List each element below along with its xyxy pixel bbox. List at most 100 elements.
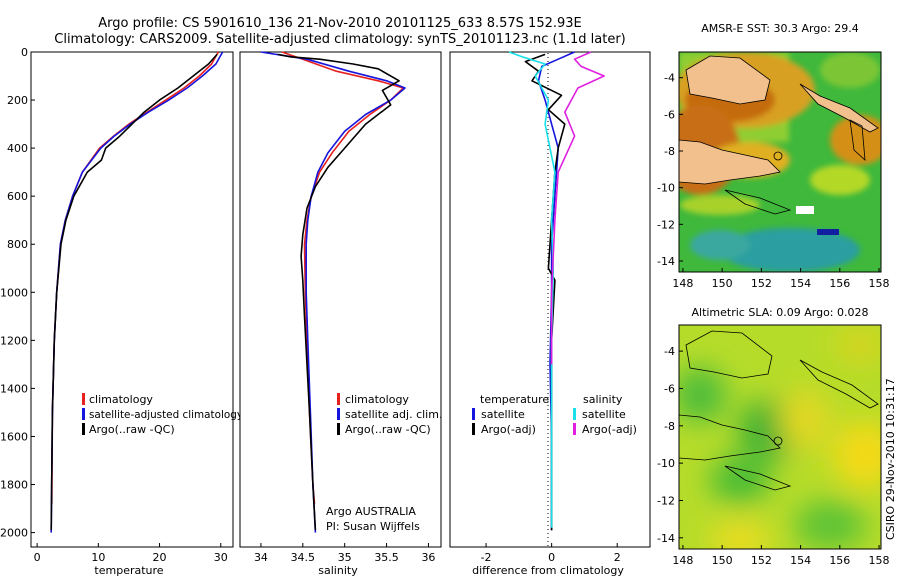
temperature-ytick-label: 200 (7, 94, 28, 107)
salinity-series-argo-raw-qc (277, 53, 400, 531)
sla-map-xtick-label: 154 (790, 554, 811, 567)
sst-map-ytick-label: -14 (657, 255, 675, 268)
temperature-series-group (50, 51, 224, 533)
sla-map-ytick-label: -14 (657, 532, 675, 545)
sst-map-ytick-label: -8 (664, 145, 675, 158)
sla-map-ytick-label: -6 (664, 382, 675, 395)
legend-label-argo: Argo(..raw -QC) (89, 423, 175, 436)
sst-land-bougainville (799, 83, 879, 133)
legend-label-satellite-adj: satellite adj. clim. (345, 408, 442, 421)
temperature-ytick-label: 0 (21, 46, 28, 59)
sla-map-ytick-label: -8 (664, 420, 675, 433)
sla-map-ytick-label: -4 (664, 345, 675, 358)
temperature-series-argo-raw-qc (50, 53, 218, 531)
temperature-xtick-label: 30 (214, 551, 228, 564)
salinity-panel: 34 34.5 35 35.5 36 salinity climatology sate… (239, 51, 442, 577)
legend-label-satellite-adjusted: satellite-adjusted climatology (89, 408, 243, 421)
sla-map-title: Altimetric SLA: 0.09 Argo: 0.028 (691, 306, 868, 319)
sst-cold-patch (817, 229, 839, 235)
difference-series-salinity-argo-adj (550, 51, 605, 365)
temperature-panel: 0 10 20 30 0 200 400 600 800 1000 1200 1400 1600 1800… (0, 46, 243, 577)
salinity-axes-frame (239, 51, 442, 548)
sla-map-ytick-label: -12 (657, 494, 675, 507)
sst-land-louisiade (724, 189, 792, 215)
salinity-xtick-label: 34 (254, 551, 268, 564)
sst-map-panel: AMSR-E SST: 30.3 Argo: 29.4 (657, 22, 890, 290)
legend-swatch-satellite-adjusted (82, 408, 85, 420)
sla-land-bougainville (799, 359, 879, 409)
sst-map-ytick-label: -4 (664, 72, 675, 85)
sst-map-ytick-label: -12 (657, 218, 675, 231)
sst-map-title: AMSR-E SST: 30.3 Argo: 29.4 (701, 22, 859, 35)
temperature-ytick-label: 2000 (0, 527, 28, 540)
sst-land-new-guinea (679, 139, 781, 185)
sla-land-new-ireland (685, 330, 773, 379)
sla-map-xtick-label: 148 (672, 554, 693, 567)
sst-map-ytick-label: -6 (664, 108, 675, 121)
sst-map-xtick-label: 154 (790, 277, 811, 290)
sla-map-frame (678, 324, 882, 550)
temperature-axes-frame (30, 51, 234, 548)
sst-no-data-patch (796, 206, 814, 214)
sst-profile-marker (773, 151, 783, 161)
sst-map-xtick-label: 158 (869, 277, 890, 290)
figure-title-line2: Climatology: CARS2009. Satellite-adjuste… (54, 32, 626, 47)
sla-anomaly-patches (679, 327, 881, 549)
sla-map-xtick-label: 152 (751, 554, 772, 567)
salinity-legend: climatology satellite adj. clim. Argo(..… (337, 393, 442, 436)
sla-profile-marker (773, 436, 783, 446)
salinity-xtick-label: 35.5 (374, 551, 399, 564)
sst-map-frame (678, 51, 882, 273)
legend-swatch-temp-satellite (472, 408, 475, 420)
sst-map-ytick-label: -10 (657, 182, 675, 195)
sst-map-ticks: 148 150 152 154 156 158 -4 -6 -8 -10 -12 -14 (657, 72, 890, 290)
temperature-ytick-label: 1000 (0, 286, 28, 299)
difference-xlabel: difference from climatology (472, 564, 624, 577)
salinity-xtick-label: 35 (338, 551, 352, 564)
legend-label-argo: Argo(..raw -QC) (345, 423, 431, 436)
legend-label-sal-satellite: satellite (582, 408, 626, 421)
salinity-series-group (260, 51, 406, 533)
legend-label-temp-argo: Argo(-adj) (481, 423, 536, 436)
sst-map-xtick-label: 148 (672, 277, 693, 290)
temperature-ytick-label: 800 (7, 238, 28, 251)
difference-ticks-group: -2 0 2 (481, 543, 621, 564)
float-owner-label: Argo AUSTRALIA (326, 505, 416, 518)
legend-swatch-satellite-adj (337, 408, 340, 420)
legend-swatch-sal-satellite (573, 408, 576, 420)
legend-swatch-argo (82, 423, 85, 435)
difference-xtick-label: -2 (481, 551, 492, 564)
sla-map-ticks: 148 150 152 154 156 158 -4 -6 -8 -10 -12 -14 (657, 345, 890, 567)
legend-label-climatology: climatology (345, 393, 409, 406)
legend-swatch-temp-argo (472, 423, 475, 435)
sla-map-ytick-label: -10 (657, 457, 675, 470)
sla-map-field (679, 325, 881, 549)
sla-map-panel: Altimetric SLA: 0.09 Argo: 0.028 148 150 1… (657, 306, 890, 567)
temperature-ytick-label: 600 (7, 190, 28, 203)
salinity-xtick-label: 36 (421, 551, 435, 564)
temperature-ytick-label: 1800 (0, 479, 28, 492)
temperature-ticks-group: 0 10 20 30 0 200 400 600 800 1000 1200 1400 1600 1800… (0, 46, 228, 564)
salinity-series-satellite-adj-clim (260, 51, 406, 533)
legend-title-salinity: salinity (583, 393, 623, 406)
sla-land-louisiade (724, 465, 792, 491)
difference-panel: -2 0 2 difference from climatology tempera… (449, 51, 651, 577)
salinity-xlabel: salinity (318, 564, 358, 577)
salinity-ticks-group: 34 34.5 35 35.5 36 (254, 543, 435, 564)
temperature-xtick-label: 0 (34, 551, 41, 564)
side-credit: CSIRO 29-Nov-2010 10:31:17 (884, 378, 897, 540)
legend-label-sal-argo: Argo(-adj) (582, 423, 637, 436)
sst-map-xtick-label: 152 (751, 277, 772, 290)
sla-map-xtick-label: 150 (712, 554, 733, 567)
sla-map-xtick-label: 156 (829, 554, 850, 567)
sst-map-xtick-label: 150 (712, 277, 733, 290)
legend-title-temperature: temperature (480, 393, 549, 406)
difference-xtick-label: 0 (548, 551, 555, 564)
difference-legend: temperature salinity satellite Argo(-adj… (472, 393, 637, 436)
difference-series-group (508, 51, 605, 531)
temperature-ytick-label: 1400 (0, 382, 28, 395)
sst-map-field (679, 52, 881, 272)
salinity-series-climatology (281, 51, 405, 504)
legend-swatch-climatology (82, 393, 85, 405)
